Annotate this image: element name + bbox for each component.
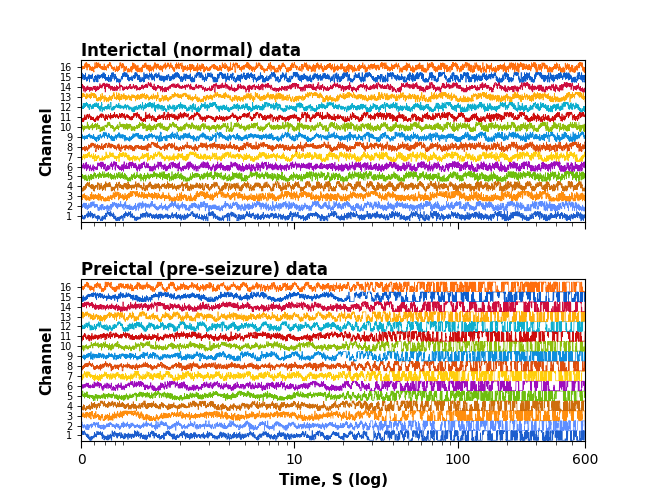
Text: Preictal (pre-seizure) data: Preictal (pre-seizure) data	[81, 261, 328, 279]
X-axis label: Time, S (log): Time, S (log)	[279, 473, 387, 488]
Y-axis label: Channel: Channel	[39, 325, 55, 395]
Text: Interictal (normal) data: Interictal (normal) data	[81, 42, 301, 60]
Y-axis label: Channel: Channel	[39, 106, 55, 176]
